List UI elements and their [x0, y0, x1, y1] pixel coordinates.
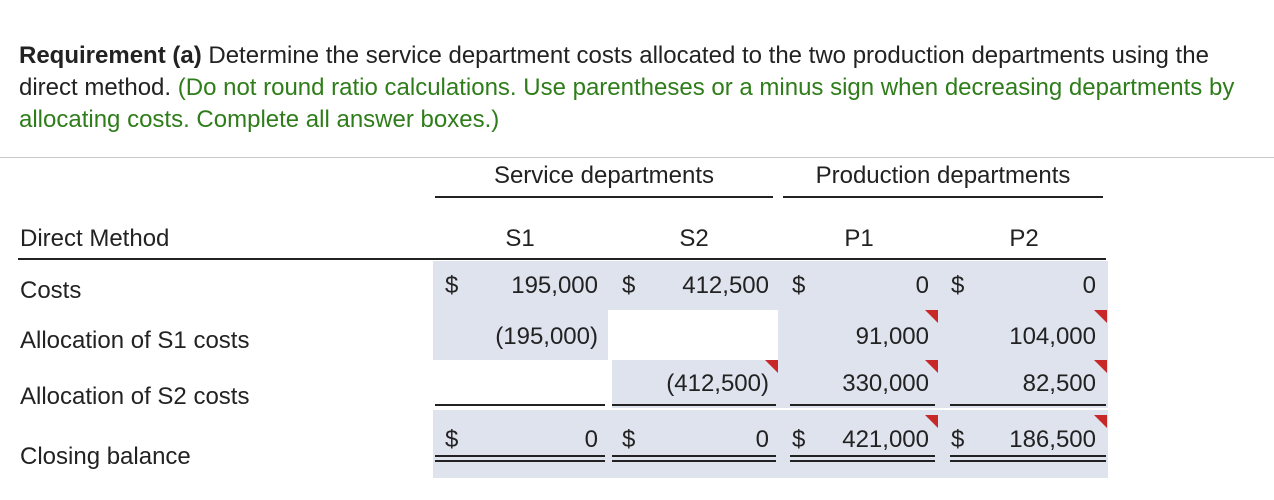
- service-departments-header: Service departments: [493, 162, 715, 189]
- divider: [0, 157, 1274, 158]
- input-closing-p2[interactable]: 186,500: [1009, 426, 1096, 453]
- cell-costs-s1: 195,000: [511, 272, 598, 299]
- input-closing-s1[interactable]: 0: [584, 426, 598, 453]
- col-header-s1: S1: [505, 225, 535, 252]
- total-double-rule: [435, 460, 605, 462]
- answer-flag-icon: [1094, 360, 1107, 373]
- answer-flag-icon: [925, 310, 938, 323]
- service-header-rule: [435, 196, 773, 198]
- col-header-p2: P2: [1009, 225, 1039, 252]
- col-header-p1: P1: [844, 225, 874, 252]
- subtotal-rule: [612, 404, 776, 406]
- input-allocation-s2-s2[interactable]: (412,500): [666, 370, 769, 397]
- subtotal-rule: [950, 404, 1106, 406]
- answer-flag-icon: [1094, 310, 1107, 323]
- subtotal-rule: [790, 404, 935, 406]
- currency-symbol: $: [792, 426, 806, 453]
- cell-costs-p2: 0: [1082, 272, 1096, 299]
- allocation-s1-s1-cell-bg: [433, 310, 608, 360]
- total-double-rule: [790, 455, 935, 457]
- answer-flag-icon: [765, 360, 778, 373]
- production-departments-header: Production departments: [815, 162, 1071, 189]
- total-double-rule: [950, 455, 1106, 457]
- row-label-costs: Costs: [20, 277, 82, 304]
- cell-costs-p1: 0: [915, 272, 929, 299]
- input-allocation-s2-p1[interactable]: 330,000: [842, 370, 929, 397]
- requirement-text: Requirement (a) Determine the service de…: [19, 40, 1269, 136]
- currency-symbol: $: [792, 272, 806, 299]
- answer-flag-icon: [1094, 415, 1107, 428]
- total-double-rule: [790, 460, 935, 462]
- row-label-closing-balance: Closing balance: [20, 443, 191, 470]
- cell-costs-s2: 412,500: [682, 272, 769, 299]
- closing-balance-row-bg: [433, 410, 1108, 478]
- subtotal-rule: [435, 404, 605, 406]
- currency-symbol: $: [951, 272, 965, 299]
- requirement-label: Requirement (a): [19, 42, 202, 69]
- currency-symbol: $: [951, 426, 965, 453]
- input-closing-p1[interactable]: 421,000: [842, 426, 929, 453]
- col-header-s2: S2: [679, 225, 709, 252]
- input-allocation-s1-s2[interactable]: [612, 310, 777, 360]
- input-allocation-s1-p2[interactable]: 104,000: [1009, 323, 1096, 350]
- answer-flag-icon: [925, 360, 938, 373]
- answer-flag-icon: [925, 415, 938, 428]
- input-allocation-s2-p2[interactable]: 82,500: [1022, 370, 1096, 397]
- currency-symbol: $: [445, 272, 459, 299]
- requirement-hint: (Do not round ratio calculations. Use pa…: [19, 74, 1235, 133]
- input-allocation-s2-s1[interactable]: [433, 360, 608, 408]
- total-double-rule: [950, 460, 1106, 462]
- currency-symbol: $: [445, 426, 459, 453]
- cell-allocation-s1-s1: (195,000): [495, 323, 598, 350]
- requirement-body: Determine the service department costs a…: [19, 42, 1209, 101]
- total-double-rule: [612, 460, 776, 462]
- currency-symbol: $: [622, 272, 636, 299]
- costs-row-background: [433, 261, 1108, 310]
- allocation-s1-p-cells-bg: [778, 310, 1108, 360]
- header-rule: [18, 258, 1106, 260]
- row-label-allocation-s2: Allocation of S2 costs: [20, 383, 250, 410]
- allocation-s2-row-bg: [612, 360, 1108, 408]
- direct-method-label: Direct Method: [20, 225, 170, 252]
- input-closing-s2[interactable]: 0: [755, 426, 769, 453]
- row-label-allocation-s1: Allocation of S1 costs: [20, 327, 250, 354]
- total-double-rule: [435, 455, 605, 457]
- input-allocation-s1-p1[interactable]: 91,000: [855, 323, 929, 350]
- currency-symbol: $: [622, 426, 636, 453]
- production-header-rule: [783, 196, 1103, 198]
- total-double-rule: [612, 455, 776, 457]
